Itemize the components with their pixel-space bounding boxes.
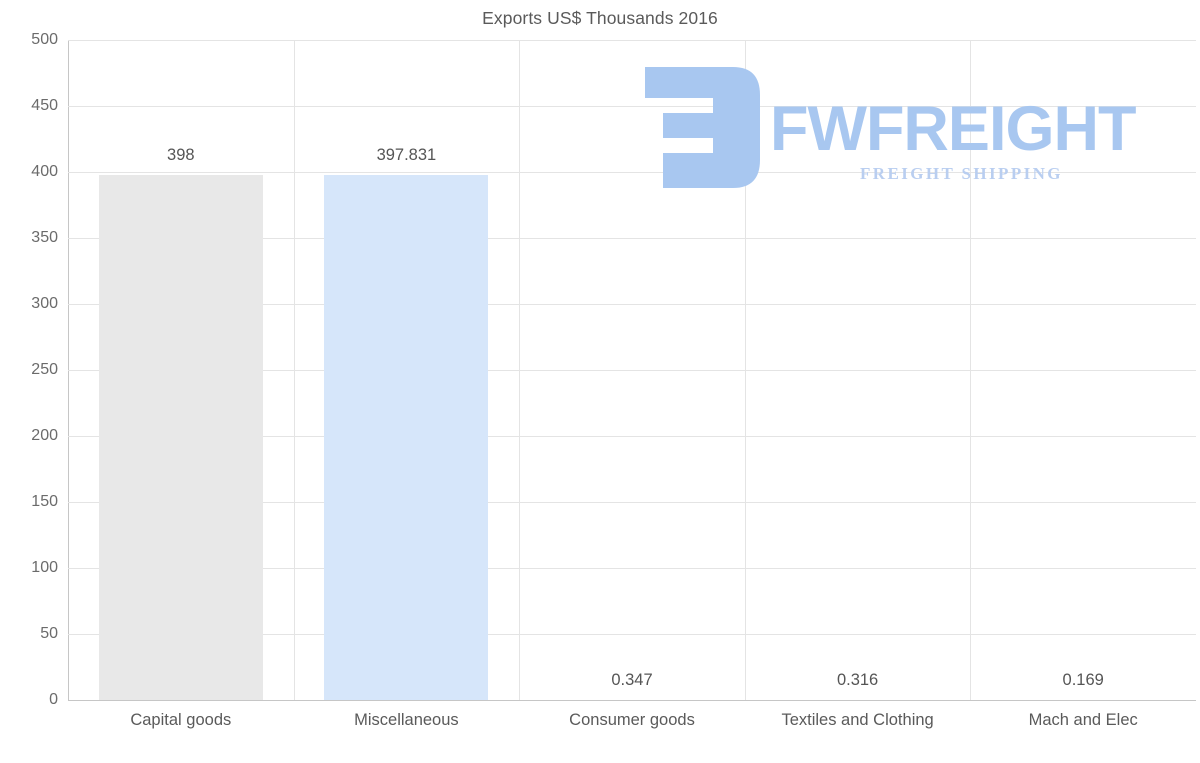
y-tick-label: 350 bbox=[31, 229, 58, 246]
y-tick-label: 100 bbox=[31, 559, 58, 576]
gridline-x-1 bbox=[294, 40, 295, 700]
y-tick-label: 0 bbox=[49, 691, 58, 708]
bar[interactable] bbox=[324, 174, 489, 700]
gridline-y-350 bbox=[68, 238, 1196, 239]
x-tick-label: Miscellaneous bbox=[354, 711, 459, 729]
gridline-x-4 bbox=[970, 40, 971, 700]
bar-value-label: 0.169 bbox=[1062, 670, 1104, 689]
y-tick-label: 400 bbox=[31, 163, 58, 180]
bar[interactable] bbox=[98, 174, 263, 700]
y-tick-label: 250 bbox=[31, 361, 58, 378]
chart-title: Exports US$ Thousands 2016 bbox=[482, 8, 718, 28]
x-tick-label: Mach and Elec bbox=[1028, 711, 1138, 729]
gridline-y-250 bbox=[68, 370, 1196, 371]
bar-value-label: 397.831 bbox=[376, 145, 437, 164]
gridline-y-450 bbox=[68, 106, 1196, 107]
bar-value-label: 0.316 bbox=[836, 670, 879, 689]
y-tick-label: 500 bbox=[31, 31, 58, 48]
gridline-y-200 bbox=[68, 436, 1196, 437]
y-tick-label: 200 bbox=[31, 427, 58, 444]
bar-value-label: 398 bbox=[167, 145, 195, 164]
gridline-y-50 bbox=[68, 634, 1196, 635]
y-tick-label: 300 bbox=[31, 295, 58, 312]
x-tick-label: Textiles and Clothing bbox=[781, 711, 934, 729]
gridline-y-500 bbox=[68, 40, 1196, 41]
x-tick-label: Consumer goods bbox=[569, 711, 695, 729]
y-tick-label: 50 bbox=[40, 625, 58, 642]
plot-area bbox=[68, 40, 1196, 701]
bar-value-label: 0.347 bbox=[611, 670, 653, 689]
gridline-y-150 bbox=[68, 502, 1196, 503]
gridline-y-300 bbox=[68, 304, 1196, 305]
gridline-y-0 bbox=[68, 700, 1196, 701]
gridline-x-2 bbox=[519, 40, 520, 700]
gridline-y-100 bbox=[68, 568, 1196, 569]
y-tick-label: 150 bbox=[31, 493, 58, 510]
gridline-y-400 bbox=[68, 172, 1196, 173]
x-tick-label: Capital goods bbox=[130, 711, 232, 729]
gridline-x-3 bbox=[745, 40, 746, 700]
y-tick-label: 450 bbox=[31, 97, 58, 114]
